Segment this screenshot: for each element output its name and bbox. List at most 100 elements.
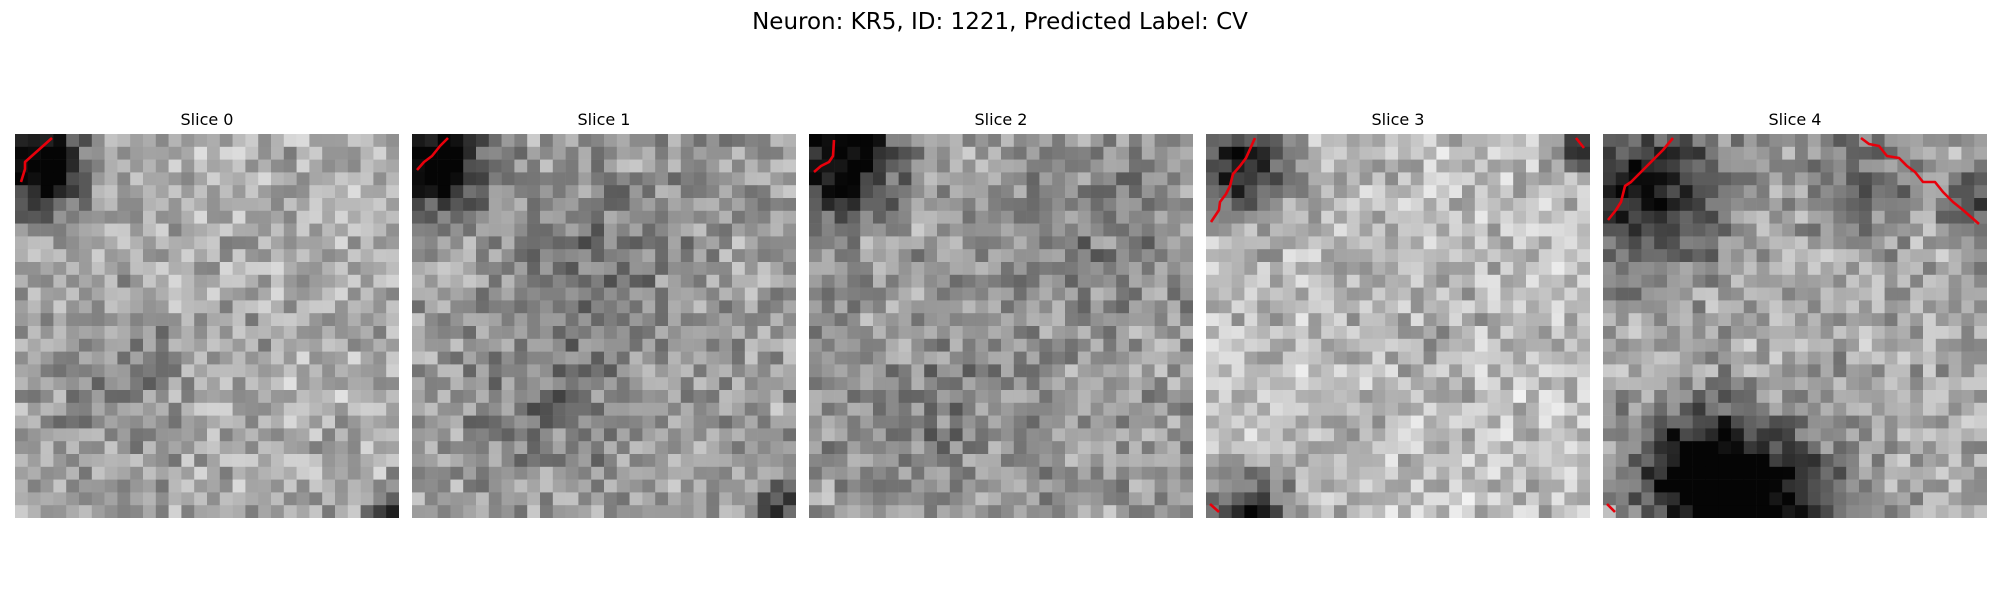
pixel <box>27 351 41 365</box>
pixel <box>1282 326 1296 340</box>
pixel <box>1423 377 1437 391</box>
pixel <box>1423 390 1437 404</box>
pixel <box>335 236 349 250</box>
pixel <box>1065 428 1079 442</box>
pixel <box>476 377 490 391</box>
pixel <box>1603 338 1617 352</box>
pixel <box>911 185 925 199</box>
pixel <box>1218 428 1232 442</box>
pixel <box>1705 159 1719 173</box>
pixel <box>1257 159 1271 173</box>
pixel <box>962 479 976 493</box>
pixel <box>591 210 605 224</box>
pixel <box>757 402 771 416</box>
pixel <box>1423 134 1437 148</box>
pixel <box>1564 262 1578 276</box>
pixel <box>143 134 157 148</box>
pixel <box>322 364 336 378</box>
pixel <box>1129 338 1143 352</box>
pixel <box>1398 198 1412 212</box>
pixel <box>1026 210 1040 224</box>
pixel <box>1206 441 1220 455</box>
pixel <box>1923 351 1937 365</box>
pixel <box>1180 262 1193 276</box>
pixel <box>1436 262 1450 276</box>
pixel <box>476 198 490 212</box>
pixel <box>1167 390 1181 404</box>
pixel <box>1500 146 1514 160</box>
pixel <box>1564 505 1578 518</box>
pixel <box>1372 287 1386 301</box>
pixel <box>1282 313 1296 327</box>
pixel <box>1807 364 1821 378</box>
contour-line <box>1209 503 1220 513</box>
pixel <box>424 159 438 173</box>
pixel <box>1116 223 1130 237</box>
pixel <box>27 198 41 212</box>
pixel <box>680 351 694 365</box>
pixel <box>1897 390 1911 404</box>
pixel <box>1756 326 1770 340</box>
pixel <box>181 287 195 301</box>
pixel <box>1231 466 1245 480</box>
pixel <box>1449 479 1463 493</box>
pixel <box>1513 377 1527 391</box>
pixel <box>1026 466 1040 480</box>
pixel <box>732 326 746 340</box>
pixel <box>386 313 399 327</box>
pixel <box>143 390 157 404</box>
pixel <box>1244 274 1258 288</box>
pixel <box>565 390 579 404</box>
pixel <box>975 326 989 340</box>
pixel <box>1500 236 1514 250</box>
pixel <box>424 466 438 480</box>
pixel <box>1884 492 1898 506</box>
pixel <box>873 313 887 327</box>
pixel <box>1756 402 1770 416</box>
pixel <box>27 415 41 429</box>
pixel <box>347 454 361 468</box>
pixel <box>1436 364 1450 378</box>
pixel <box>1154 300 1168 314</box>
pixel <box>1526 428 1540 442</box>
pixel <box>488 313 502 327</box>
pixel <box>360 223 374 237</box>
pixel <box>1577 326 1590 340</box>
pixel <box>1077 159 1091 173</box>
pixel <box>53 364 67 378</box>
pixel <box>412 210 426 224</box>
pixel <box>744 210 758 224</box>
pixel <box>809 223 823 237</box>
pixel <box>488 428 502 442</box>
pixel <box>1935 198 1949 212</box>
pixel <box>373 390 387 404</box>
pixel <box>962 172 976 186</box>
pixel <box>693 377 707 391</box>
pixel <box>1346 146 1360 160</box>
pixel <box>53 198 67 212</box>
pixel <box>514 364 528 378</box>
pixel <box>360 287 374 301</box>
pixel <box>91 479 105 493</box>
pixel <box>322 287 336 301</box>
pixel <box>40 172 54 186</box>
pixel <box>1513 415 1527 429</box>
pixel <box>450 198 464 212</box>
pixel <box>335 159 349 173</box>
pixel <box>1577 146 1590 160</box>
pixel <box>437 287 451 301</box>
pixel <box>219 351 233 365</box>
pixel <box>1218 479 1232 493</box>
pixel <box>1731 479 1745 493</box>
pixel <box>1257 377 1271 391</box>
pixel <box>91 402 105 416</box>
pixel <box>1948 223 1962 237</box>
pixel <box>1513 428 1527 442</box>
pixel <box>1141 377 1155 391</box>
pixel <box>1065 466 1079 480</box>
pixel <box>706 223 720 237</box>
pixel <box>540 466 554 480</box>
pixel <box>168 262 182 276</box>
pixel <box>79 313 93 327</box>
pixel <box>1654 172 1668 186</box>
